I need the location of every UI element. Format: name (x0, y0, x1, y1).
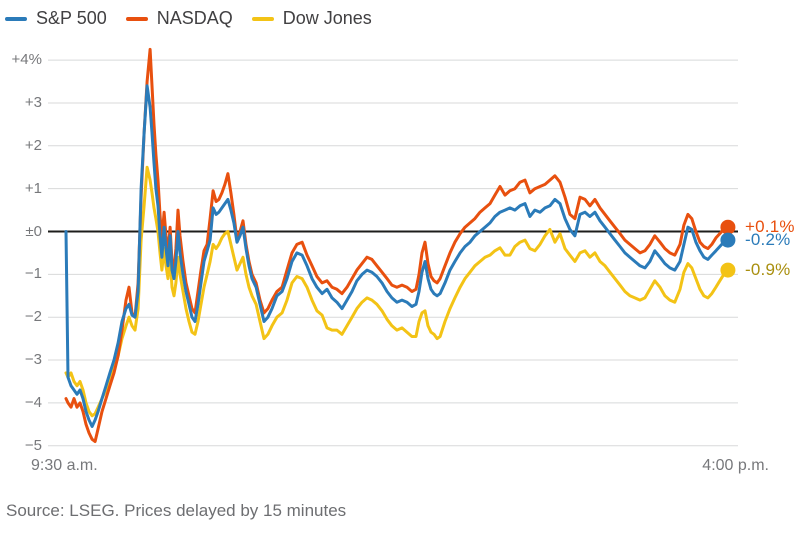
x-axis-label-close: 4:00 p.m. (702, 457, 769, 474)
y-axis-tick-label: −1 (24, 265, 42, 283)
y-axis-tick-label: +4% (11, 51, 42, 69)
legend-label-nasdaq: NASDAQ (156, 8, 233, 28)
chart-legend: S&P 500 NASDAQ Dow Jones (5, 8, 372, 29)
end-label-dowjones: -0.9% (745, 260, 791, 280)
end-dot-nasdaq (720, 219, 736, 235)
sp500-line-swatch (5, 16, 27, 21)
end-label-sp500: -0.2% (745, 230, 791, 250)
y-axis-tick-label: −3 (24, 351, 42, 369)
legend-label-sp500: S&P 500 (36, 8, 107, 28)
series-line-sp500 (64, 84, 730, 428)
series-line-dowjones (64, 165, 730, 418)
y-axis-tick-label: +2 (24, 136, 42, 154)
dowjones-line-swatch (251, 16, 274, 21)
end-dot-sp500 (720, 232, 736, 248)
nasdaq-line-swatch (125, 16, 148, 21)
y-axis-tick-label: −2 (24, 308, 42, 326)
y-axis-tick-label: −4 (24, 393, 42, 411)
y-axis-tick-label: +3 (24, 93, 42, 111)
legend-label-dowjones: Dow Jones (282, 8, 372, 28)
end-label-nasdaq: +0.1% (745, 217, 795, 237)
y-axis-tick-label: +1 (24, 179, 42, 197)
legend-item-nasdaq: NASDAQ (125, 8, 233, 29)
y-axis-tick-label: ±0 (25, 222, 42, 240)
source-note: Source: LSEG. Prices delayed by 15 minut… (6, 501, 347, 520)
end-dot-dowjones (720, 262, 736, 278)
series-line-nasdaq (64, 47, 730, 443)
legend-item-dowjones: Dow Jones (251, 8, 372, 29)
legend-item-sp500: S&P 500 (5, 8, 107, 29)
y-axis-tick-label: −5 (24, 436, 42, 454)
x-axis-label-open: 9:30 a.m. (31, 457, 98, 474)
